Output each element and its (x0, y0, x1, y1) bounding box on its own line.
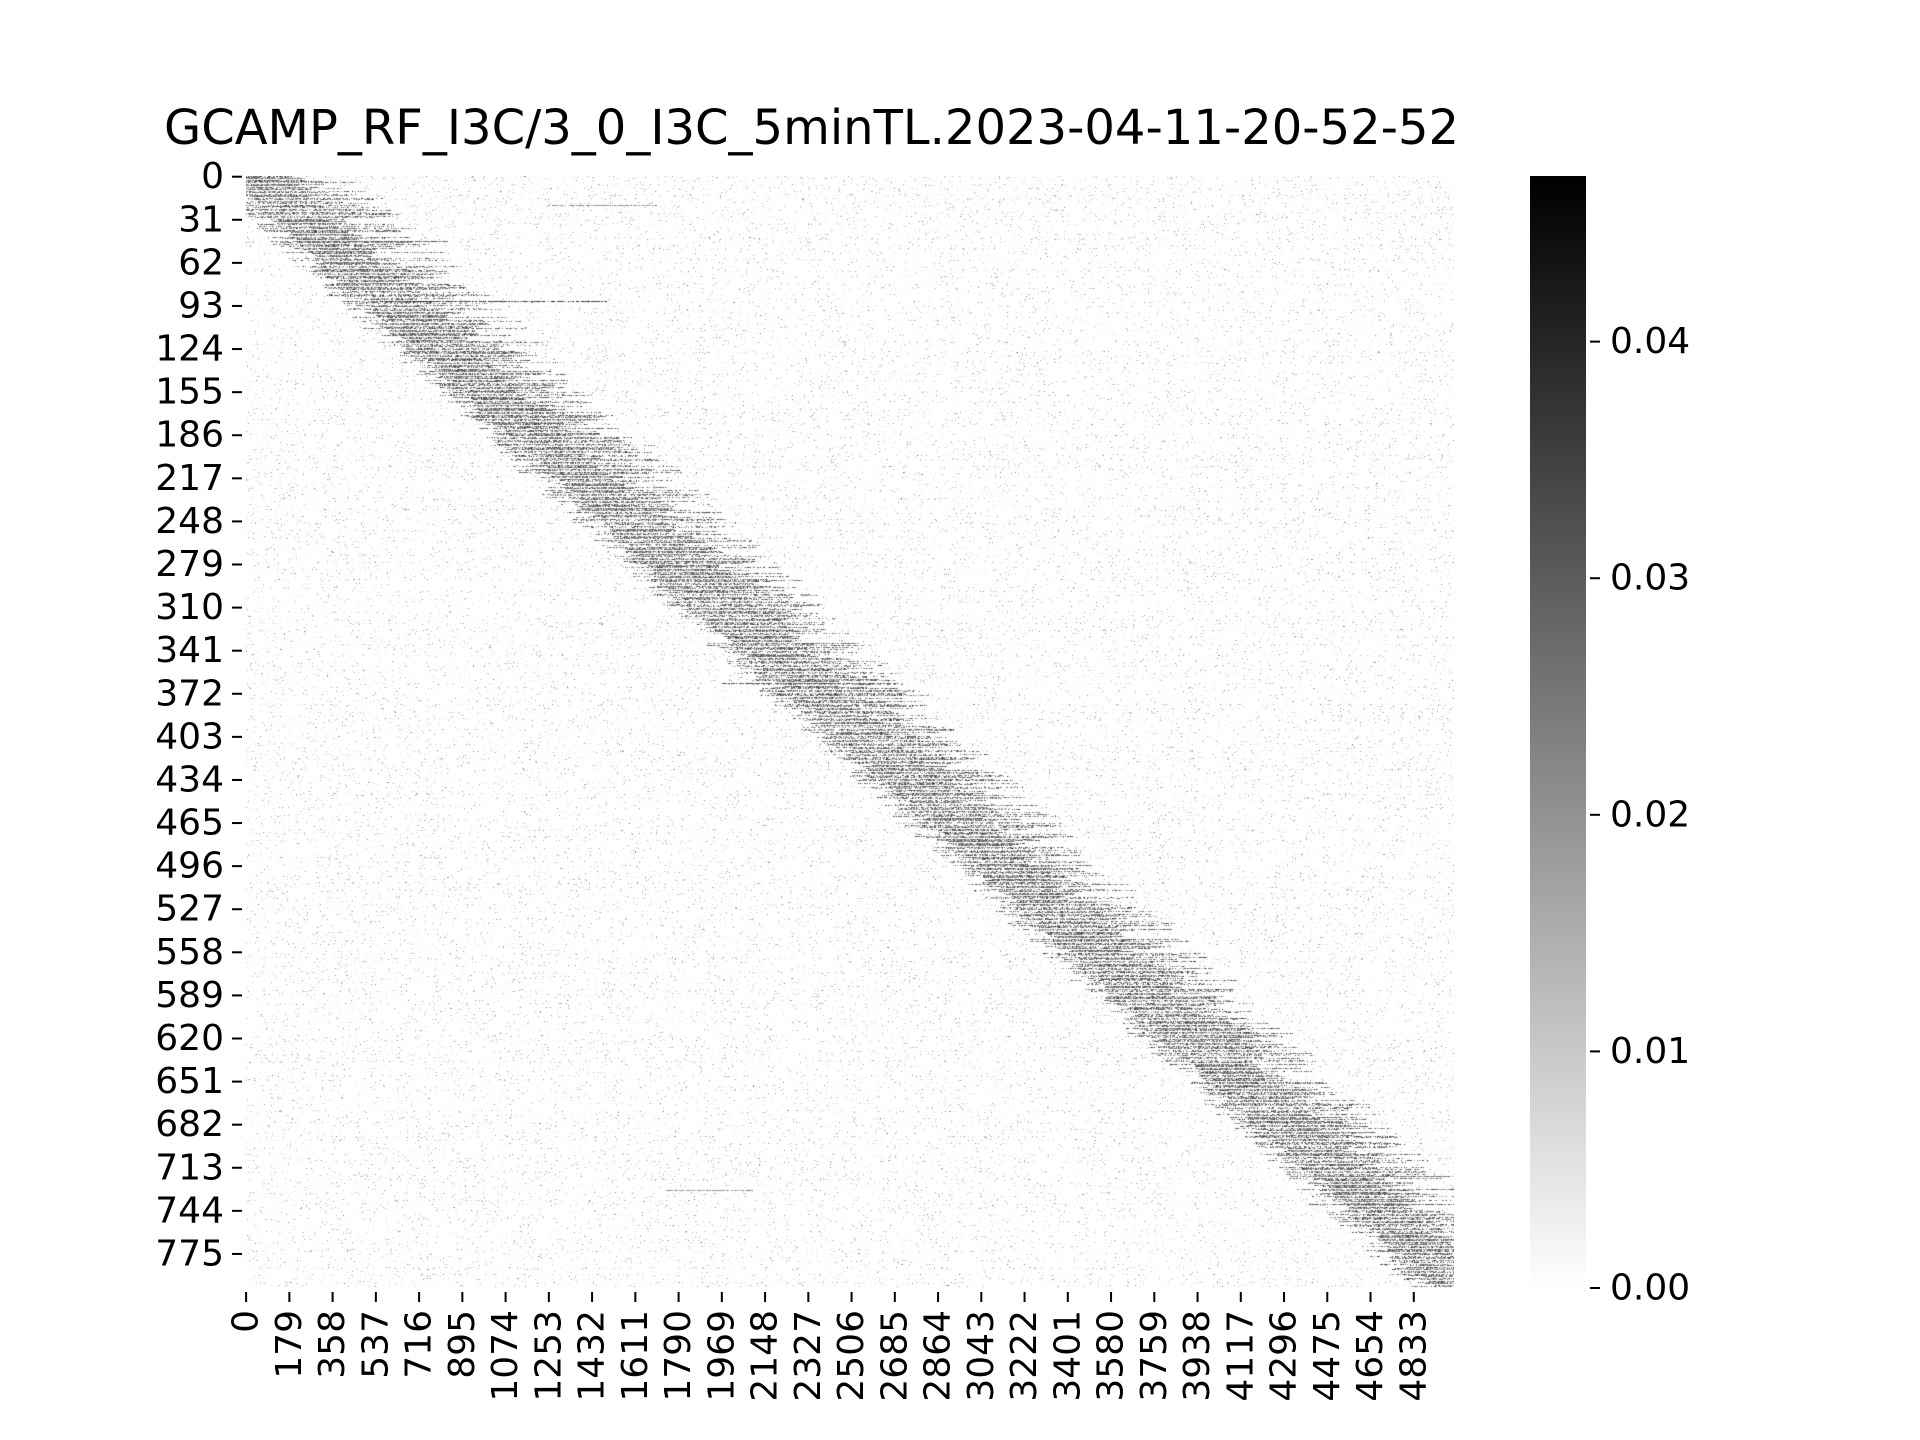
x-tick-label: 3222 (1004, 1310, 1045, 1402)
colorbar-tick-label: 0.00 (1610, 1268, 1690, 1309)
y-tick-label: 0 (201, 156, 224, 197)
y-tick-label: 217 (155, 458, 224, 499)
x-tick-label: 4654 (1350, 1310, 1391, 1402)
x-tick-label: 1611 (615, 1310, 656, 1402)
x-tick-label: 1790 (658, 1310, 699, 1402)
y-tick-label: 620 (155, 1018, 224, 1059)
y-tick-label: 744 (155, 1190, 224, 1231)
y-tick-label: 341 (155, 630, 224, 671)
y-tick-label: 775 (155, 1233, 224, 1274)
y-tick-label: 496 (155, 846, 224, 887)
x-tick-label: 4475 (1307, 1310, 1348, 1402)
y-tick-label: 403 (155, 716, 224, 757)
x-tick-label: 1253 (528, 1310, 569, 1402)
x-tick-label: 4833 (1393, 1310, 1434, 1402)
x-tick-label: 179 (269, 1310, 310, 1379)
y-tick-label: 310 (155, 587, 224, 628)
colorbar-tick-label: 0.02 (1610, 794, 1690, 835)
y-tick-label: 155 (155, 372, 224, 413)
y-axis: 0316293124155186217248279310341372403434… (155, 156, 242, 1274)
x-tick-label: 1432 (572, 1310, 613, 1402)
x-tick-label: 2864 (918, 1310, 959, 1402)
heatmap-plot-area (246, 176, 1454, 1288)
x-tick-label: 2506 (831, 1310, 872, 1402)
y-tick-label: 31 (178, 199, 224, 240)
x-tick-label: 716 (399, 1310, 440, 1379)
y-tick-label: 124 (155, 329, 224, 370)
y-tick-label: 713 (155, 1147, 224, 1188)
x-tick-label: 3938 (1177, 1310, 1218, 1402)
colorbar-axis: 0.00 0.01 0.02 0.03 0.04 (1590, 321, 1690, 1309)
x-tick-label: 358 (312, 1310, 353, 1379)
y-tick-label: 527 (155, 889, 224, 930)
x-tick-label: 1969 (701, 1310, 742, 1402)
y-tick-label: 465 (155, 803, 224, 844)
x-tick-label: 4296 (1264, 1310, 1305, 1402)
y-tick-label: 279 (155, 544, 224, 585)
x-tick-label: 3759 (1134, 1310, 1175, 1402)
x-tick-label: 3580 (1091, 1310, 1132, 1402)
y-tick-label: 372 (155, 673, 224, 714)
x-tick-label: 3043 (961, 1310, 1002, 1402)
y-tick-label: 434 (155, 759, 224, 800)
y-tick-label: 558 (155, 932, 224, 973)
heatmap-cells (246, 176, 1454, 1288)
x-tick-label: 537 (355, 1310, 396, 1379)
y-tick-label: 682 (155, 1104, 224, 1145)
y-tick-label: 248 (155, 501, 224, 542)
x-tick-label: 895 (442, 1310, 483, 1379)
x-tick-label: 2148 (745, 1310, 786, 1402)
colorbar-tick-label: 0.03 (1610, 558, 1690, 599)
colorbar-tick-label: 0.01 (1610, 1031, 1690, 1072)
colorbar-tick-label: 0.04 (1610, 321, 1690, 362)
y-tick-label: 93 (178, 285, 224, 326)
x-axis: 0 179 358 537 716 895 1074 1253 1432 1611 1790 1969… (226, 1292, 1434, 1402)
y-tick-label: 186 (155, 415, 224, 456)
x-tick-label: 4117 (1220, 1310, 1261, 1402)
x-tick-label: 2685 (874, 1310, 915, 1402)
chart-title: GCAMP_RF_I3C/3_0_I3C_5minTL.2023-04-11-2… (164, 100, 1460, 156)
y-tick-label: 62 (178, 242, 224, 283)
x-tick-label: 3401 (1047, 1310, 1088, 1402)
x-tick-label: 1074 (485, 1310, 526, 1402)
x-tick-label: 0 (226, 1310, 267, 1333)
y-tick-label: 589 (155, 975, 224, 1016)
y-tick-label: 651 (155, 1061, 224, 1102)
colorbar (1530, 176, 1586, 1288)
x-tick-label: 2327 (788, 1310, 829, 1402)
